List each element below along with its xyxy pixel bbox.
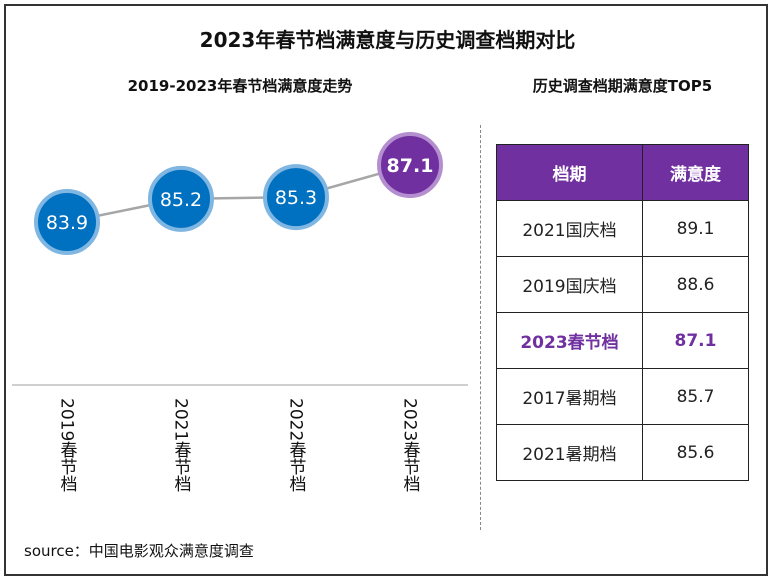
satisfaction-cell: 85.6 — [642, 424, 749, 481]
main-title: 2023年春节档满意度与历史调查档期对比 — [199, 28, 576, 52]
data-point — [34, 189, 100, 255]
satisfaction-cell: 85.7 — [642, 368, 749, 425]
top5-table: 档期 满意度 2021国庆档 89.1 2019国庆档 88.6 2023春节档 87.1… — [496, 144, 749, 481]
column-header-period: 档期 — [496, 144, 643, 201]
series-line — [66, 163, 411, 224]
satisfaction-cell: 88.6 — [642, 256, 749, 313]
data-point — [148, 165, 214, 232]
period-cell: 2019国庆档 — [496, 256, 643, 313]
table-row: 2019国庆档 88.6 — [496, 256, 749, 313]
table-row: 2017暑期档 85.7 — [496, 368, 749, 425]
dashed-divider — [480, 125, 481, 530]
chart-frame — [4, 4, 768, 576]
satisfaction-cell: 89.1 — [642, 200, 749, 257]
source-note: source：中国电影观众满意度调查 — [24, 542, 254, 560]
data-label: 87.1 — [387, 155, 434, 177]
period-cell: 2017暑期档 — [496, 368, 643, 425]
x-tick-label: 2021春节档 — [170, 398, 191, 493]
period-cell: 2021暑期档 — [496, 424, 643, 481]
x-tick-label: 2023春节档 — [399, 398, 420, 493]
period-cell: 2023春节档 — [496, 312, 643, 369]
satisfaction-cell: 87.1 — [642, 312, 749, 369]
line-chart-title: 2019-2023年春节档满意度走势 — [127, 77, 353, 95]
table-row: 2021国庆档 89.1 — [496, 200, 749, 257]
table-row: 2023春节档 87.1 — [496, 312, 749, 369]
data-label: 83.9 — [46, 212, 88, 234]
data-point — [263, 164, 329, 231]
table-title: 历史调查档期满意度TOP5 — [532, 77, 713, 95]
data-label: 85.3 — [275, 187, 317, 209]
data-point — [377, 132, 443, 199]
column-header-satisfaction: 满意度 — [642, 144, 749, 201]
data-label: 85.2 — [160, 189, 202, 211]
table-row: 2021暑期档 85.6 — [496, 424, 749, 481]
period-cell: 2021国庆档 — [496, 200, 643, 257]
x-tick-label: 2019春节档 — [56, 398, 77, 493]
x-tick-label: 2022春节档 — [285, 398, 306, 493]
line-chart: 83.9 85.2 85.3 87.1 — [12, 132, 468, 386]
